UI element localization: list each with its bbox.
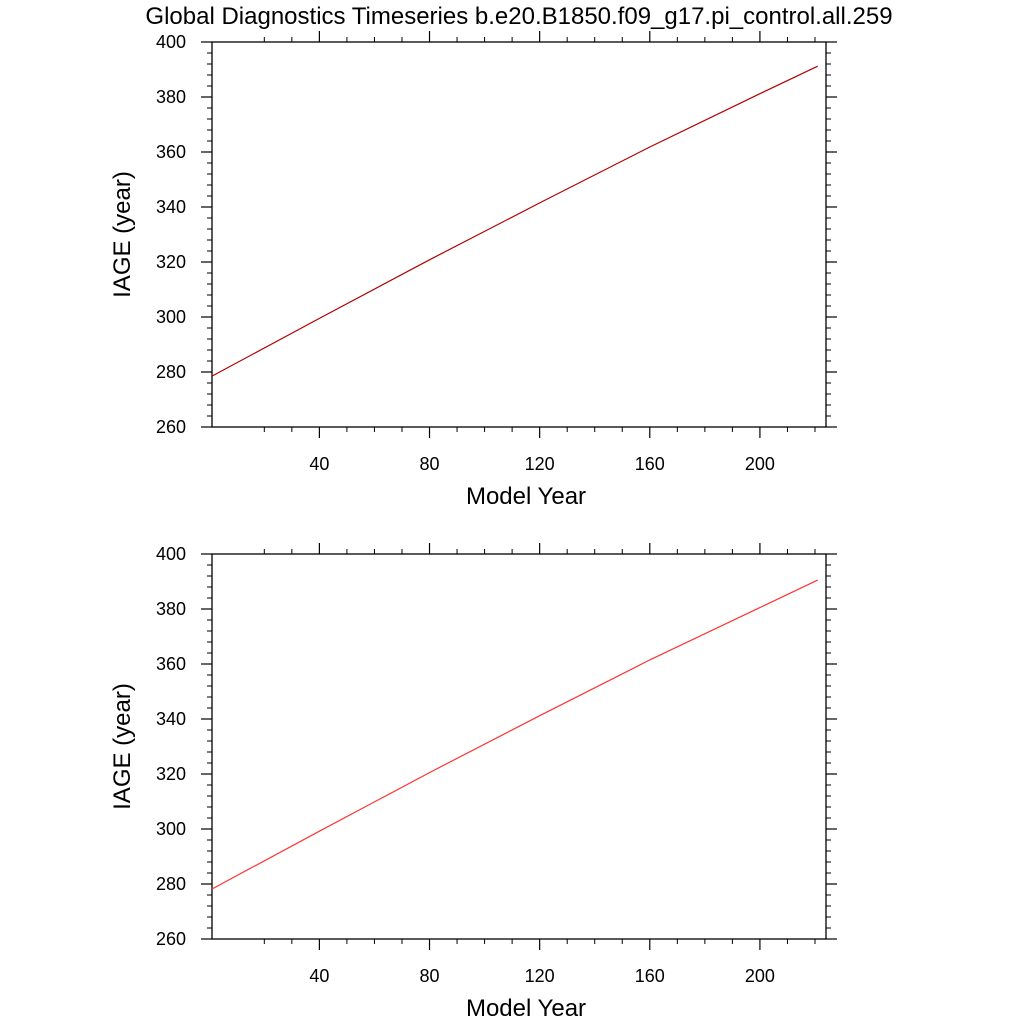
x-tick-label: 160 (635, 454, 665, 474)
y-tick-label: 280 (156, 362, 186, 382)
y-tick-label: 380 (156, 87, 186, 107)
y-tick-label: 260 (156, 929, 186, 949)
y-tick-label: 380 (156, 599, 186, 619)
series-line-1 (211, 65, 818, 377)
chart-panel-1: 260 280 300 320 340 360 380 400 40 80 120 160 200 Mod… (109, 31, 837, 510)
y-tick-label: 260 (156, 417, 186, 437)
y-tick-label: 360 (156, 654, 186, 674)
x-tick-label: 40 (309, 454, 329, 474)
y-tick-label: 320 (156, 764, 186, 784)
chart-panel-2: 260 280 300 320 340 360 380 400 40 80 120 160 200 Mod… (109, 543, 837, 1022)
y-tick-label: 280 (156, 874, 186, 894)
y-axis-label: IAGE (year) (109, 683, 136, 810)
plot-frame (211, 553, 827, 940)
plot-frame (211, 41, 827, 428)
y-tick-label: 400 (156, 544, 186, 564)
x-tick-label: 120 (525, 966, 555, 986)
x-tick-label: 160 (635, 966, 665, 986)
y-tick-label: 360 (156, 142, 186, 162)
x-tick-label: 200 (745, 454, 775, 474)
y-tick-label: 300 (156, 307, 186, 327)
series-line-1 (211, 579, 818, 890)
x-tick-label: 80 (420, 454, 440, 474)
y-tick-label: 400 (156, 32, 186, 52)
y-tick-label: 340 (156, 197, 186, 217)
figure-title: Global Diagnostics Timeseries b.e20.B185… (145, 3, 892, 30)
x-tick-label: 40 (309, 966, 329, 986)
x-axis-label: Model Year (466, 483, 586, 510)
x-axis-label: Model Year (466, 995, 586, 1022)
x-tick-label: 80 (420, 966, 440, 986)
y-tick-label: 340 (156, 709, 186, 729)
y-tick-label: 320 (156, 252, 186, 272)
x-tick-label: 120 (525, 454, 555, 474)
y-axis-label: IAGE (year) (109, 171, 136, 298)
y-tick-label: 300 (156, 819, 186, 839)
x-tick-label: 200 (745, 966, 775, 986)
